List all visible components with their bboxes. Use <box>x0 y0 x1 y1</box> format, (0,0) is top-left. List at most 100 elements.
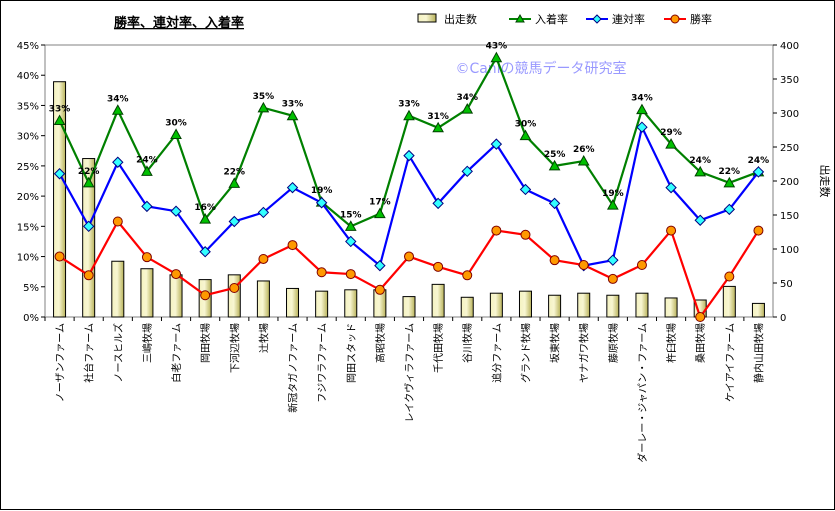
point-s2-21 <box>636 121 648 133</box>
x-tick-label-21: ダーレー・ジャパン・ファーム <box>636 323 649 463</box>
y2-tick-label-9: 400 <box>780 41 799 52</box>
data-label-8: 35% <box>253 92 275 102</box>
y2-tick-label-1: 0 <box>780 313 786 324</box>
point-s1-1 <box>53 114 66 126</box>
data-label-19: 26% <box>573 145 595 155</box>
point-s1-12 <box>374 207 386 219</box>
bar-8 <box>256 280 270 318</box>
x-tick-label-5: 白老ファーム <box>170 323 183 383</box>
bar-20 <box>606 294 620 318</box>
legend-swatch-1 <box>417 13 437 23</box>
data-label-3: 34% <box>107 94 129 104</box>
x-tick-label-20: 藤原牧場 <box>607 323 620 363</box>
data-label-9: 33% <box>282 100 304 110</box>
bar-22 <box>664 297 678 318</box>
point-s2-8 <box>257 206 270 219</box>
point-s2-9 <box>286 181 299 194</box>
x-tick-label-23: 桑田牧場 <box>694 323 707 363</box>
x-tick-label-12: 高昭牧場 <box>374 323 387 363</box>
point-s1-15 <box>461 103 474 114</box>
point-s3-2 <box>83 270 94 281</box>
legend-label-2: 入着率 <box>535 12 568 26</box>
x-tick-label-6: 岡田牧場 <box>199 323 212 363</box>
point-s2-16 <box>490 138 503 150</box>
point-s2-23 <box>694 214 706 226</box>
legend-marker-2 <box>515 13 525 23</box>
y-tick-label-1: 0% <box>23 313 39 324</box>
data-label-12: 17% <box>369 198 391 208</box>
data-label-10: 19% <box>311 186 333 196</box>
point-s3-17 <box>520 229 531 240</box>
bar-17 <box>518 290 532 318</box>
point-s3-16 <box>491 225 502 236</box>
x-tick-label-15: 谷川牧場 <box>461 323 474 363</box>
bar-7 <box>227 274 241 318</box>
point-s1-22 <box>665 138 677 149</box>
point-s2-3 <box>112 156 124 168</box>
y2-tick-label-7: 300 <box>780 109 799 120</box>
bar-24 <box>722 285 736 318</box>
plot-area <box>44 44 774 318</box>
data-label-15: 34% <box>456 93 478 103</box>
data-label-23: 24% <box>689 156 711 166</box>
point-s3-7 <box>229 282 240 293</box>
point-s3-3 <box>112 216 123 227</box>
point-s2-5 <box>170 205 182 217</box>
point-s2-12 <box>374 259 386 272</box>
point-s3-24 <box>724 271 735 282</box>
y-tick-label-3: 10% <box>17 253 39 264</box>
y2-axis-label: 出走数 <box>818 165 832 198</box>
x-tick-label-2: 社台ファーム <box>83 323 96 383</box>
data-label-18: 25% <box>544 150 566 160</box>
bar-11 <box>344 289 358 318</box>
point-s3-5 <box>171 269 182 280</box>
point-s3-6 <box>200 290 211 301</box>
data-label-20: 19% <box>602 189 624 199</box>
bar-10 <box>315 290 329 318</box>
x-tick-label-11: 岡田スタッド <box>346 323 358 383</box>
point-s2-15 <box>461 165 473 178</box>
point-s3-11 <box>345 269 356 280</box>
x-tick-label-22: 杵臼牧場 <box>665 323 678 363</box>
point-s2-11 <box>345 235 357 248</box>
legend-label-1: 出走数 <box>444 12 477 26</box>
y-tick-label-4: 15% <box>17 222 39 233</box>
data-label-22: 29% <box>660 128 682 138</box>
point-s1-8 <box>257 101 270 113</box>
x-tick-label-18: 坂東牧場 <box>549 323 562 363</box>
x-tick-label-25: 静内山田牧場 <box>752 323 765 383</box>
point-s2-24 <box>723 203 736 216</box>
point-s1-23 <box>694 165 707 177</box>
point-s2-2 <box>82 220 95 233</box>
point-s3-10 <box>316 267 327 278</box>
data-label-13: 33% <box>398 100 420 110</box>
legend-label-4: 勝率 <box>690 12 712 26</box>
data-label-5: 30% <box>165 118 187 128</box>
x-tick-label-3: ノースヒルズ <box>112 323 125 383</box>
x-tick-label-14: 千代田牧場 <box>432 323 445 373</box>
point-s1-24 <box>723 176 736 188</box>
y-tick-label-9: 40% <box>17 71 39 82</box>
chart-title: 勝率、連対率、入着率 <box>114 15 244 31</box>
point-s2-4 <box>141 200 153 213</box>
x-tick-label-8: 辻牧場 <box>257 323 270 353</box>
point-s1-7 <box>228 177 241 188</box>
point-s1-4 <box>141 165 153 176</box>
data-label-25: 24% <box>748 156 770 166</box>
data-label-7: 22% <box>224 167 246 177</box>
point-s3-15 <box>462 270 473 281</box>
point-s1-3 <box>111 104 124 115</box>
data-label-21: 34% <box>631 94 653 104</box>
bar-9 <box>286 287 300 318</box>
data-label-11: 15% <box>340 210 362 220</box>
y-tick-label-2: 5% <box>23 283 39 294</box>
legend-marker-3 <box>592 14 602 24</box>
point-s1-5 <box>170 128 182 139</box>
point-s3-14 <box>433 261 444 272</box>
y-tick-label-7: 30% <box>17 132 39 143</box>
point-s2-18 <box>548 197 561 210</box>
point-s1-21 <box>636 103 648 115</box>
point-s2-6 <box>199 246 211 258</box>
bar-19 <box>577 292 591 318</box>
